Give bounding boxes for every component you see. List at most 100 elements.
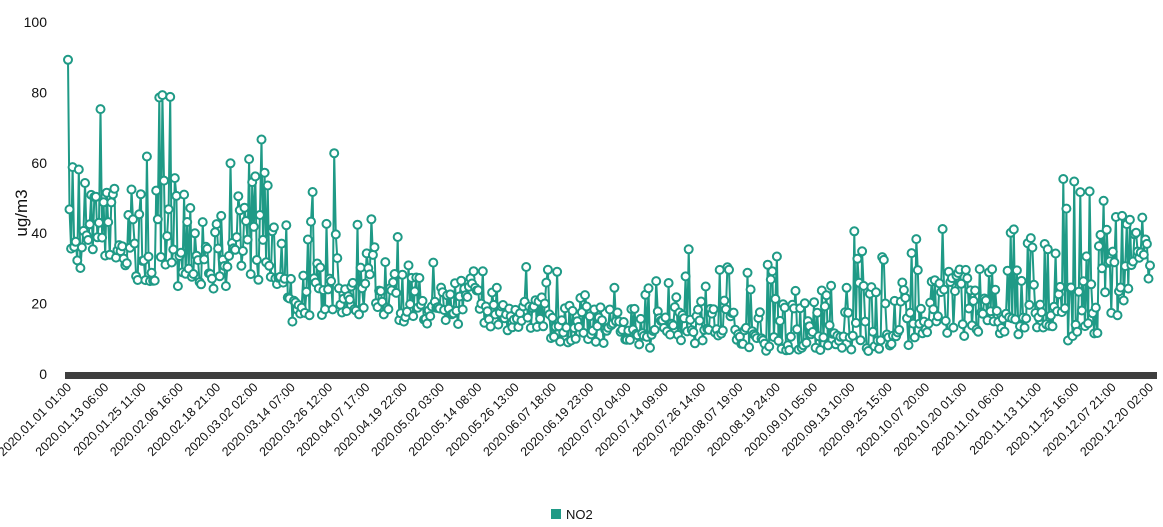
data-point-no2: [141, 151, 152, 162]
data-point-no2: [849, 226, 860, 237]
data-point-no2: [823, 340, 833, 351]
data-point-no2: [106, 197, 117, 208]
data-point-no2: [135, 189, 146, 200]
data-point-no2: [932, 311, 943, 322]
data-point-no2: [700, 281, 711, 292]
data-point-no2: [428, 257, 439, 268]
data-point-no2: [391, 287, 402, 298]
data-point-no2: [462, 292, 473, 302]
data-point-no2: [185, 203, 196, 213]
data-point-no2: [95, 104, 106, 115]
data-point-no2: [765, 274, 776, 285]
data-point-no2: [770, 293, 781, 304]
data-point-no2: [169, 173, 180, 184]
data-point-no2: [1021, 313, 1032, 324]
data-point-no2: [208, 283, 219, 294]
data-point-no2: [1086, 279, 1097, 290]
data-point-no2: [162, 231, 173, 242]
data-point-no2: [332, 253, 343, 264]
data-point-no2: [937, 224, 948, 234]
data-point-no2: [84, 219, 95, 230]
data-point-no2: [63, 54, 73, 65]
data-point-no2: [974, 264, 985, 275]
data-point-no2: [383, 304, 394, 315]
y-axis-label: ug/m3: [12, 189, 31, 236]
data-point-no2: [665, 329, 676, 340]
data-point-no2: [561, 322, 572, 333]
data-point-no2: [663, 278, 674, 288]
data-point-no2: [1109, 257, 1120, 268]
data-point-no2: [1081, 251, 1092, 262]
data-point-no2: [963, 303, 974, 314]
data-point-no2: [629, 303, 640, 314]
data-point-no2: [970, 285, 981, 296]
data-point-no2: [850, 317, 861, 328]
data-point-no2: [75, 263, 86, 273]
data-point-no2: [923, 318, 934, 329]
data-point-no2: [812, 307, 823, 318]
data-point-no2: [94, 217, 104, 228]
data-point-no2: [97, 232, 108, 243]
data-point-no2: [762, 259, 773, 270]
data-point-no2: [1050, 248, 1061, 259]
data-point-no2: [688, 327, 699, 338]
data-point-no2: [894, 324, 905, 335]
data-point-no2: [287, 316, 298, 327]
data-point-no2: [874, 343, 885, 354]
data-point-no2: [1137, 212, 1148, 223]
data-point-no2: [1059, 303, 1070, 314]
data-point-no2: [1112, 310, 1123, 321]
data-point-no2: [905, 307, 916, 318]
data-point-no2: [708, 304, 719, 315]
data-point-no2: [405, 299, 416, 310]
data-point-no2: [1042, 244, 1053, 255]
data-point-no2: [121, 258, 132, 269]
data-point-no2: [417, 295, 428, 306]
data-point-no2: [871, 287, 881, 298]
data-point-no2: [172, 281, 183, 292]
data-point-no2: [468, 266, 479, 277]
data-point-no2: [1075, 187, 1086, 198]
data-point-no2: [264, 260, 275, 271]
data-point-no2: [676, 335, 686, 346]
data-point-no2: [134, 209, 145, 220]
data-point-no2: [347, 277, 358, 288]
data-point-no2: [987, 264, 998, 275]
data-point-no2: [521, 262, 532, 272]
data-point-no2: [330, 229, 341, 240]
data-point-no2: [1101, 224, 1112, 235]
data-point-no2: [298, 270, 309, 281]
data-point-no2: [83, 235, 94, 245]
data-point-no2: [367, 249, 378, 260]
data-point-no2: [522, 312, 533, 323]
data-point-no2: [189, 228, 200, 239]
data-point-no2: [775, 315, 785, 326]
data-point-no2: [225, 158, 236, 169]
data-point-no2: [302, 234, 313, 245]
data-point-no2: [248, 221, 259, 232]
data-point-no2: [643, 283, 654, 294]
data-point-no2: [612, 307, 623, 318]
data-point-no2: [824, 320, 835, 331]
data-point-no2: [680, 271, 691, 282]
data-point-no2: [767, 266, 778, 277]
data-point-no2: [262, 180, 273, 191]
data-point-no2: [397, 269, 408, 280]
data-point-no2: [542, 264, 553, 275]
data-point-no2: [1013, 329, 1024, 340]
data-point-no2: [911, 234, 922, 245]
data-point-no2: [364, 269, 375, 280]
x-axis-band: [65, 372, 1157, 379]
data-point-no2: [321, 218, 332, 229]
data-point-no2: [171, 190, 182, 201]
data-point-no2: [1002, 265, 1013, 276]
data-point-no2: [146, 267, 157, 278]
data-point-no2: [584, 311, 595, 322]
data-point-no2: [742, 267, 753, 278]
data-point-no2: [389, 269, 400, 279]
data-point-no2: [745, 284, 756, 295]
data-point-no2: [556, 315, 567, 326]
data-point-no2: [801, 337, 812, 348]
data-point-no2: [1093, 241, 1104, 252]
